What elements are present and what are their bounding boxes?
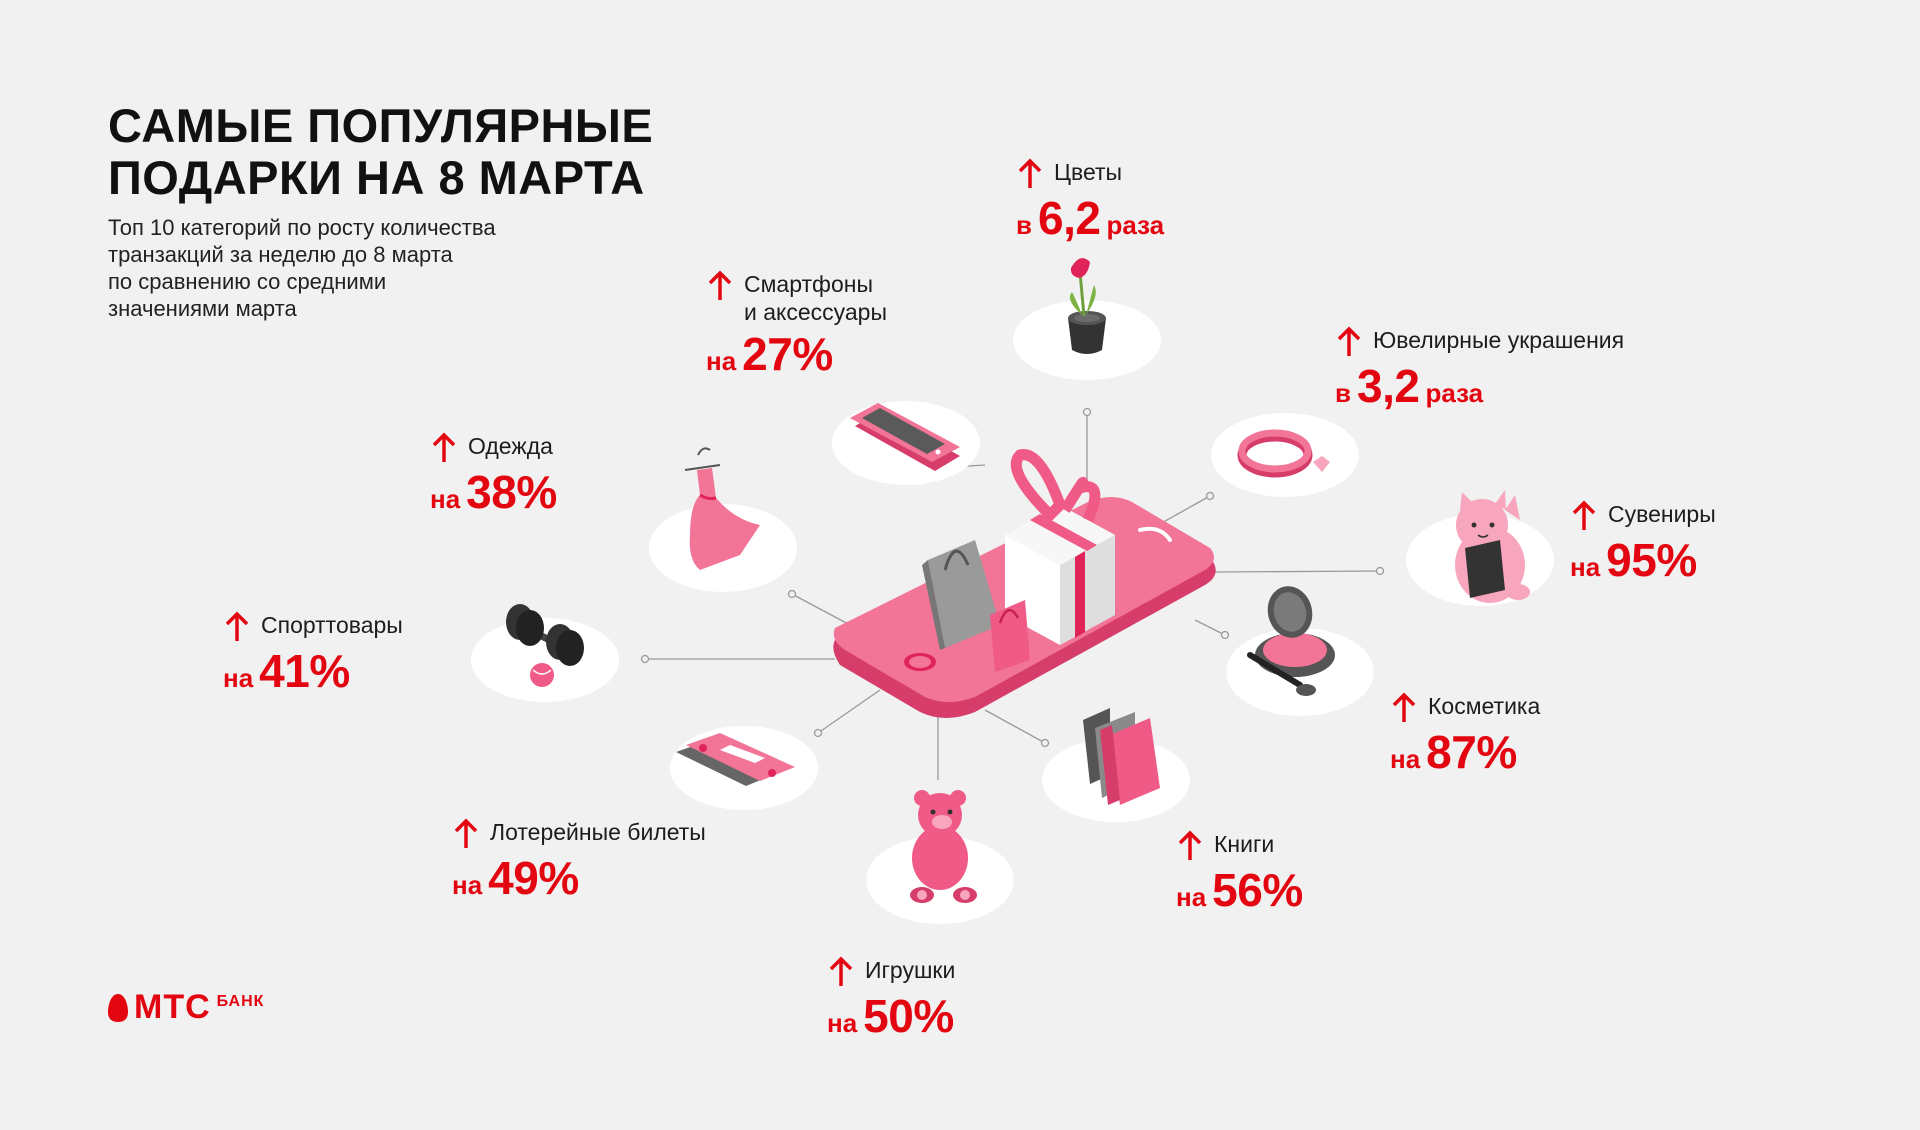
category-label: Одежда	[468, 433, 553, 459]
connector-lines	[645, 412, 1381, 780]
category-value: на 87%	[1390, 728, 1540, 776]
category-smartphones: Смартфоны и аксессуары на 27%	[706, 270, 887, 378]
value-suffix: раза	[1425, 378, 1484, 408]
category-label: Игрушки	[865, 957, 956, 983]
arrow-up-icon	[1018, 158, 1042, 188]
value-prefix: на	[706, 346, 737, 376]
value-suffix: раза	[1106, 210, 1165, 240]
category-value: на 50%	[827, 992, 960, 1040]
value-prefix: на	[452, 870, 483, 900]
value-prefix: в	[1016, 210, 1032, 240]
value-number: 27%	[742, 328, 833, 380]
category-toys: Игрушки на 50%	[827, 956, 960, 1040]
logo-brand: МТС	[134, 988, 211, 1026]
value-prefix: в	[1335, 378, 1351, 408]
shopping-bags-icon	[922, 540, 1030, 672]
category-label: Лотерейные билеты	[490, 819, 706, 845]
value-number: 56%	[1212, 864, 1303, 916]
category-value: в 6,2 раза	[1016, 194, 1164, 242]
mts-bank-logo: МТС БАНК	[108, 988, 264, 1027]
category-value: на 41%	[223, 647, 403, 695]
subtitle-line-3: по сравнению со средними	[108, 269, 387, 294]
value-prefix: на	[430, 484, 461, 514]
arrow-up-icon	[225, 611, 249, 641]
teddy-bear-icon	[910, 790, 977, 903]
category-value: на 38%	[430, 468, 563, 516]
category-label: Спорттовары	[261, 612, 403, 638]
category-label: Книги	[1214, 831, 1275, 857]
arrow-up-icon	[454, 818, 478, 848]
category-label: Ювелирные украшения	[1373, 327, 1625, 353]
value-number: 6,2	[1037, 192, 1101, 244]
category-label: Цветы	[1054, 159, 1123, 185]
subtitle-line-4: значениями марта	[108, 296, 297, 321]
value-prefix: на	[1390, 744, 1421, 774]
books-icon	[1083, 708, 1160, 805]
category-jewelry: Ювелирные украшения в 3,2 раза	[1335, 326, 1624, 410]
arrow-up-icon	[1178, 830, 1202, 860]
arrow-up-icon	[1572, 500, 1596, 530]
category-sports: Спорттовары на 41%	[223, 611, 403, 695]
category-label: Сувениры	[1608, 501, 1716, 527]
category-label: Смартфоны и аксессуары	[744, 270, 887, 326]
category-flowers: Цветы в 6,2 раза	[1016, 158, 1164, 242]
mts-egg-icon	[108, 993, 128, 1022]
compact-powder-icon	[1247, 586, 1335, 696]
value-number: 49%	[488, 852, 579, 904]
category-lottery: Лотерейные билеты на 49%	[452, 818, 706, 902]
dress-icon	[684, 447, 760, 570]
smartphone-icon	[850, 403, 960, 471]
value-number: 87%	[1426, 726, 1517, 778]
title-line-2: ПОДАРКИ НА 8 МАРТА	[108, 151, 645, 204]
category-value: на 95%	[1570, 536, 1716, 584]
category-books: Книги на 56%	[1176, 830, 1309, 914]
title-line-1: САМЫЕ ПОПУЛЯРНЫЕ	[108, 99, 654, 152]
value-number: 50%	[863, 990, 954, 1042]
category-value: на 56%	[1176, 866, 1309, 914]
connector-dots	[640, 407, 1385, 748]
category-label-line-1: Смартфоны	[744, 271, 873, 297]
value-prefix: на	[223, 663, 254, 693]
logo-sub: БАНК	[216, 992, 265, 1010]
value-prefix: на	[1570, 552, 1601, 582]
category-value: на 27%	[706, 330, 887, 378]
arrow-up-icon	[708, 270, 732, 300]
arrow-up-icon	[829, 956, 853, 986]
value-prefix: на	[827, 1008, 858, 1038]
category-value: на 49%	[452, 854, 706, 902]
value-number: 38%	[466, 466, 557, 518]
page-subtitle: Топ 10 категорий по росту количества тра…	[108, 214, 628, 322]
category-clothes: Одежда на 38%	[430, 432, 563, 516]
subtitle-line-1: Топ 10 категорий по росту количества	[108, 215, 496, 240]
value-number: 95%	[1606, 534, 1697, 586]
subtitle-line-2: транзакций за неделю до 8 марта	[108, 242, 453, 267]
bracelet-icon	[1237, 429, 1330, 478]
lottery-ticket-icon	[676, 733, 795, 786]
value-number: 3,2	[1356, 360, 1420, 412]
value-number: 41%	[259, 645, 350, 697]
category-cosmetics: Косметика на 87%	[1390, 692, 1540, 776]
value-prefix: на	[1176, 882, 1207, 912]
category-label: Косметика	[1428, 693, 1541, 719]
arrow-up-icon	[1392, 692, 1416, 722]
flower-pot-icon	[1068, 258, 1106, 354]
arrow-up-icon	[1337, 326, 1361, 356]
page-title: САМЫЕ ПОПУЛЯРНЫЕ ПОДАРКИ НА 8 МАРТА	[108, 100, 653, 204]
category-value: в 3,2 раза	[1335, 362, 1624, 410]
category-souvenirs: Сувениры на 95%	[1570, 500, 1716, 584]
category-label-line-2: и аксессуары	[744, 299, 887, 325]
dumbbell-icon	[506, 604, 584, 687]
lucky-cat-icon	[1455, 490, 1530, 603]
arrow-up-icon	[432, 432, 456, 462]
